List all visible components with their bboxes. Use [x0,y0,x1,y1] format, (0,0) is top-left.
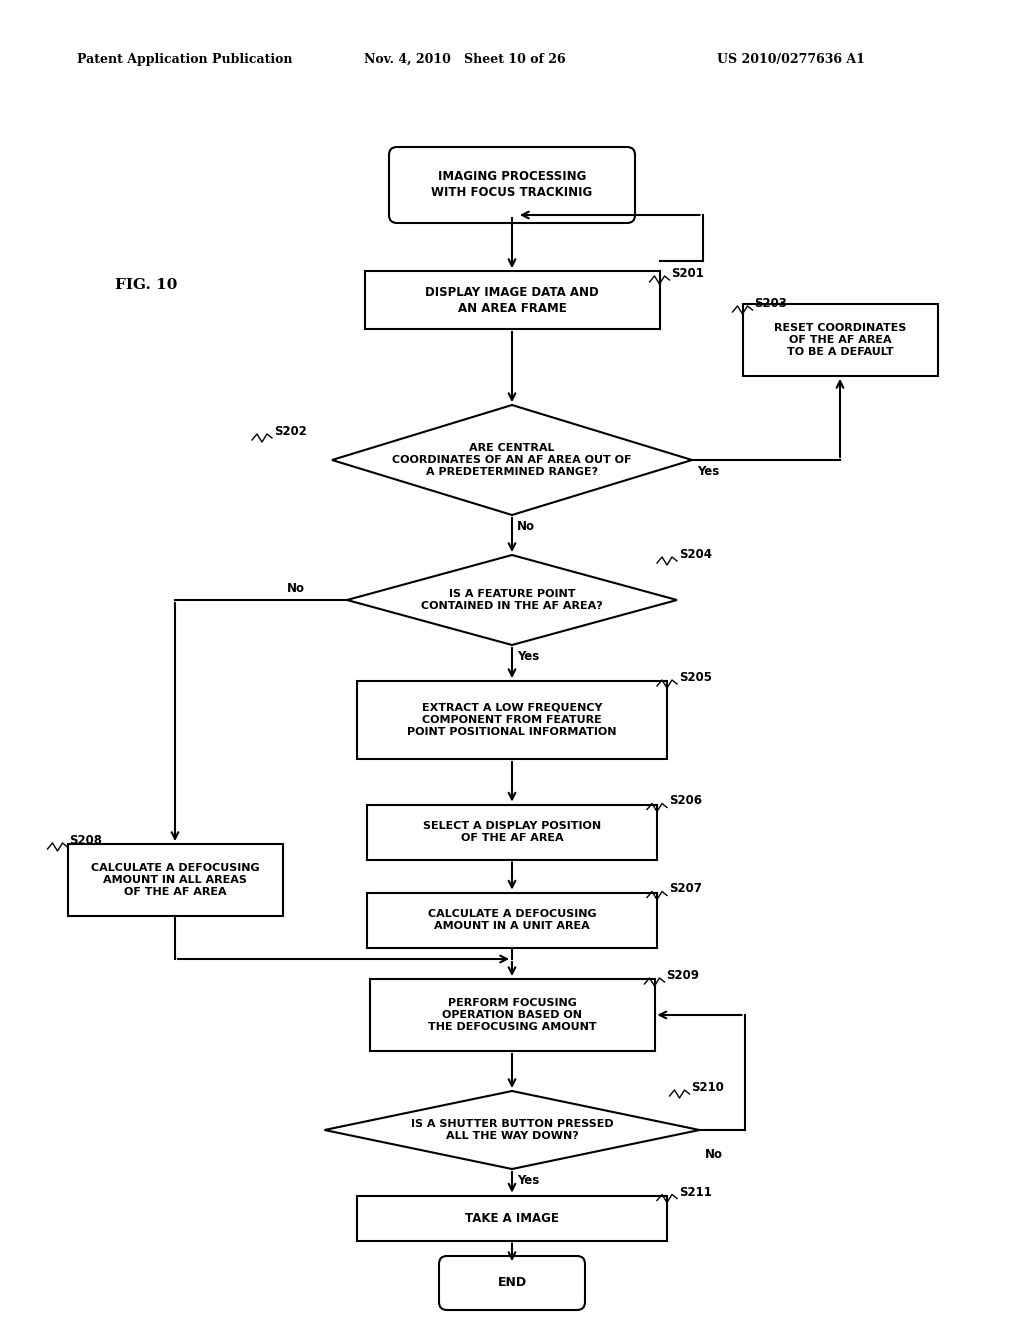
Text: END: END [498,1276,526,1290]
Text: IS A FEATURE POINT
CONTAINED IN THE AF AREA?: IS A FEATURE POINT CONTAINED IN THE AF A… [421,589,603,611]
Text: ARE CENTRAL
COORDINATES OF AN AF AREA OUT OF
A PREDETERMINED RANGE?: ARE CENTRAL COORDINATES OF AN AF AREA OU… [392,442,632,478]
Text: RESET COORDINATES
OF THE AF AREA
TO BE A DEFAULT: RESET COORDINATES OF THE AF AREA TO BE A… [774,322,906,358]
Text: Yes: Yes [517,649,540,663]
Bar [367,892,657,948]
Text: S209: S209 [667,969,699,982]
Text: Nov. 4, 2010   Sheet 10 of 26: Nov. 4, 2010 Sheet 10 of 26 [364,53,565,66]
Text: No: No [517,520,535,533]
Text: CALCULATE A DEFOCUSING
AMOUNT IN A UNIT AREA: CALCULATE A DEFOCUSING AMOUNT IN A UNIT … [428,908,596,931]
Text: IMAGING PROCESSING
WITH FOCUS TRACKINIG: IMAGING PROCESSING WITH FOCUS TRACKINIG [431,170,593,199]
Text: S205: S205 [679,671,712,684]
Polygon shape [332,405,692,515]
Text: S204: S204 [679,548,712,561]
Text: S201: S201 [672,267,705,280]
Polygon shape [325,1092,699,1170]
Text: S203: S203 [755,297,787,310]
Text: IS A SHUTTER BUTTON PRESSED
ALL THE WAY DOWN?: IS A SHUTTER BUTTON PRESSED ALL THE WAY … [411,1119,613,1142]
Text: S207: S207 [669,883,701,895]
Polygon shape [347,554,677,645]
FancyBboxPatch shape [389,147,635,223]
Text: EXTRACT A LOW FREQUENCY
COMPONENT FROM FEATURE
POINT POSITIONAL INFORMATION: EXTRACT A LOW FREQUENCY COMPONENT FROM F… [408,702,616,738]
Text: TAKE A IMAGE: TAKE A IMAGE [465,1212,559,1225]
Text: No: No [287,582,305,595]
Text: S202: S202 [274,425,307,438]
Bar [365,271,659,329]
FancyBboxPatch shape [439,1257,585,1309]
Text: DISPLAY IMAGE DATA AND
AN AREA FRAME: DISPLAY IMAGE DATA AND AN AREA FRAME [425,285,599,314]
Text: Patent Application Publication: Patent Application Publication [77,53,292,66]
Bar [357,681,667,759]
Bar [68,843,283,916]
Bar [370,979,654,1051]
Text: Yes: Yes [697,465,719,478]
Text: S206: S206 [669,795,702,808]
Bar [367,804,657,859]
Bar [357,1196,667,1241]
Text: US 2010/0277636 A1: US 2010/0277636 A1 [717,53,864,66]
Text: No: No [705,1148,723,1162]
Text: SELECT A DISPLAY POSITION
OF THE AF AREA: SELECT A DISPLAY POSITION OF THE AF AREA [423,821,601,843]
Text: CALCULATE A DEFOCUSING
AMOUNT IN ALL AREAS
OF THE AF AREA: CALCULATE A DEFOCUSING AMOUNT IN ALL ARE… [91,862,259,898]
Text: FIG. 10: FIG. 10 [115,279,177,292]
Text: S211: S211 [679,1185,712,1199]
Bar [742,304,938,376]
Text: Yes: Yes [517,1173,540,1187]
Text: S208: S208 [70,834,102,847]
Text: S210: S210 [691,1081,724,1094]
Text: PERFORM FOCUSING
OPERATION BASED ON
THE DEFOCUSING AMOUNT: PERFORM FOCUSING OPERATION BASED ON THE … [428,998,596,1032]
